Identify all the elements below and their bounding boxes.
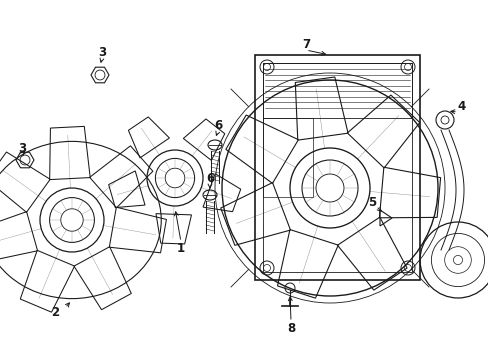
Text: 5: 5	[367, 195, 375, 208]
Text: 3: 3	[98, 45, 106, 59]
Text: 4: 4	[457, 99, 465, 113]
Text: 3: 3	[18, 141, 26, 154]
Text: 7: 7	[301, 37, 309, 50]
Text: 6: 6	[205, 171, 214, 185]
Bar	[254, 55, 419, 280]
Text: 2: 2	[51, 306, 59, 319]
Text: 8: 8	[286, 321, 295, 334]
Text: 1: 1	[177, 242, 184, 255]
Bar	[263, 63, 411, 118]
Bar	[263, 118, 312, 197]
Text: 6: 6	[213, 118, 222, 131]
Bar	[263, 63, 411, 272]
